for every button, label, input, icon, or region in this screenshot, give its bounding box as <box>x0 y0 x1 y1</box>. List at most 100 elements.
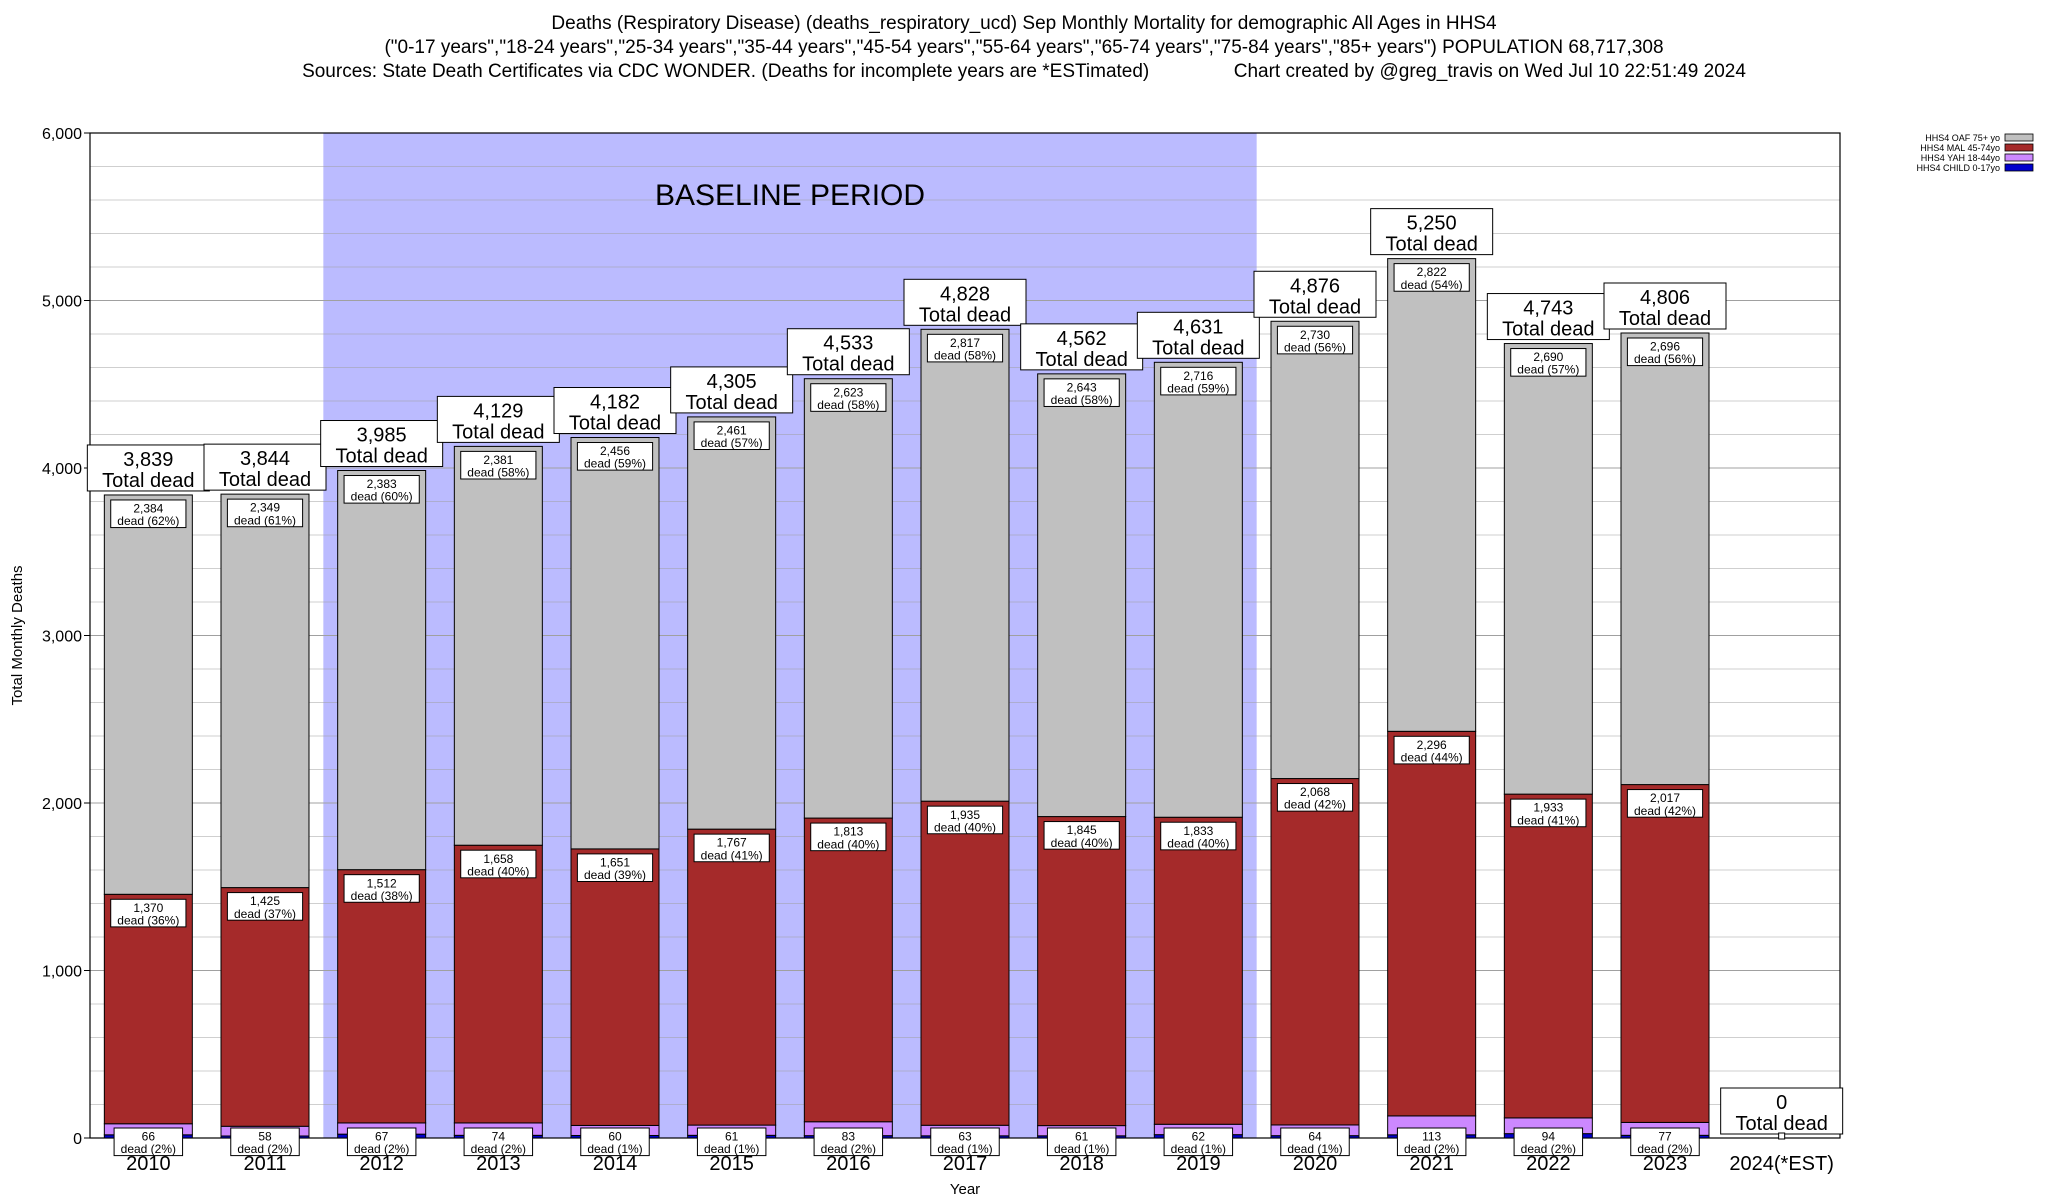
bar-segment <box>920 328 1010 802</box>
label-caption: dead (40%) <box>817 837 879 851</box>
label-box <box>460 450 537 480</box>
bar-segment <box>570 437 660 850</box>
label-caption: dead (37%) <box>234 907 296 921</box>
label-value: 4,305 <box>707 371 757 393</box>
label-caption: dead (44%) <box>1401 751 1463 765</box>
label-caption: dead (1%) <box>587 1142 642 1156</box>
label-caption: dead (58%) <box>1051 393 1113 407</box>
label-value: 67 <box>375 1130 389 1144</box>
label-box <box>786 328 910 376</box>
label-box <box>110 898 187 928</box>
bar-segment <box>220 493 310 889</box>
label-value: 94 <box>1542 1130 1556 1144</box>
label-caption: dead (2%) <box>237 1142 292 1156</box>
label-caption: dead (2%) <box>1637 1142 1692 1156</box>
label-caption: Total dead <box>1152 337 1244 359</box>
label-caption: dead (58%) <box>934 349 996 363</box>
legend-entry-label: HHS4 YAH 18-44yo <box>1921 153 2000 163</box>
bar-segment <box>1387 730 1477 1117</box>
label-value: 113 <box>1422 1130 1441 1144</box>
label-value: 2,822 <box>1417 265 1447 279</box>
label-box <box>1510 798 1587 828</box>
label-caption: Total dead <box>686 392 778 414</box>
label-value: 1,512 <box>367 876 397 890</box>
label-caption: dead (40%) <box>467 864 529 878</box>
label-caption: dead (1%) <box>1054 1142 1109 1156</box>
chart-sources: Sources: State Death Certificates via CD… <box>302 61 1746 82</box>
label-box <box>1513 1127 1584 1157</box>
bar-segment <box>1503 343 1593 795</box>
x-tick-label: 2019 <box>1176 1153 1221 1175</box>
label-box <box>1043 378 1120 407</box>
label-caption: dead (40%) <box>934 820 996 834</box>
bar-segment <box>1270 320 1360 780</box>
label-value: 2,817 <box>950 336 980 350</box>
label-box <box>230 1127 300 1157</box>
bar-segment <box>1153 361 1243 818</box>
x-tick-label: 2014 <box>593 1153 638 1175</box>
label-value: 1,658 <box>483 852 513 866</box>
label-box <box>930 1127 1000 1157</box>
bar-segment <box>1270 778 1360 1126</box>
label-value: 4,743 <box>1523 298 1573 320</box>
x-tick-label: 2021 <box>1409 1153 1454 1175</box>
label-value: 1,935 <box>950 808 980 822</box>
label-box <box>226 498 304 528</box>
label-value: 83 <box>842 1130 856 1144</box>
bar-segment <box>570 848 660 1126</box>
label-caption: Total dead <box>1036 349 1128 371</box>
label-box <box>813 1127 884 1157</box>
label-value: 2,383 <box>367 477 397 491</box>
label-box <box>1136 311 1260 359</box>
bar-segment <box>453 445 543 846</box>
bar-segment <box>687 828 777 1126</box>
label-value: 58 <box>258 1130 272 1144</box>
bar-segment <box>687 416 777 830</box>
bar-segment <box>103 893 193 1125</box>
bar-segment <box>337 869 427 1124</box>
label-box <box>580 1127 650 1157</box>
y-tick-label: 2,000 <box>42 796 82 813</box>
label-caption: dead (56%) <box>1284 340 1346 354</box>
label-value: 3,985 <box>357 425 407 447</box>
bar-segment <box>803 817 893 1123</box>
label-box <box>1163 1127 1234 1157</box>
label-box <box>1510 348 1587 377</box>
label-value: 2,456 <box>600 444 630 458</box>
bar-segment <box>1153 816 1243 1125</box>
bar-segment <box>220 887 310 1127</box>
x-tick-label: 2011 <box>243 1153 286 1175</box>
label-box <box>1486 293 1610 341</box>
label-box <box>1626 789 1704 818</box>
label-caption: dead (59%) <box>1167 382 1229 396</box>
label-value: 62 <box>1192 1130 1206 1144</box>
label-box <box>1393 263 1470 292</box>
y-tick-label: 0 <box>73 1131 82 1148</box>
label-value: 61 <box>1075 1130 1089 1144</box>
label-value: 1,833 <box>1183 824 1213 838</box>
label-caption: dead (39%) <box>584 868 646 882</box>
x-tick-label: 2010 <box>126 1153 171 1175</box>
y-axis-label: Total Monthly Deaths <box>9 565 26 705</box>
